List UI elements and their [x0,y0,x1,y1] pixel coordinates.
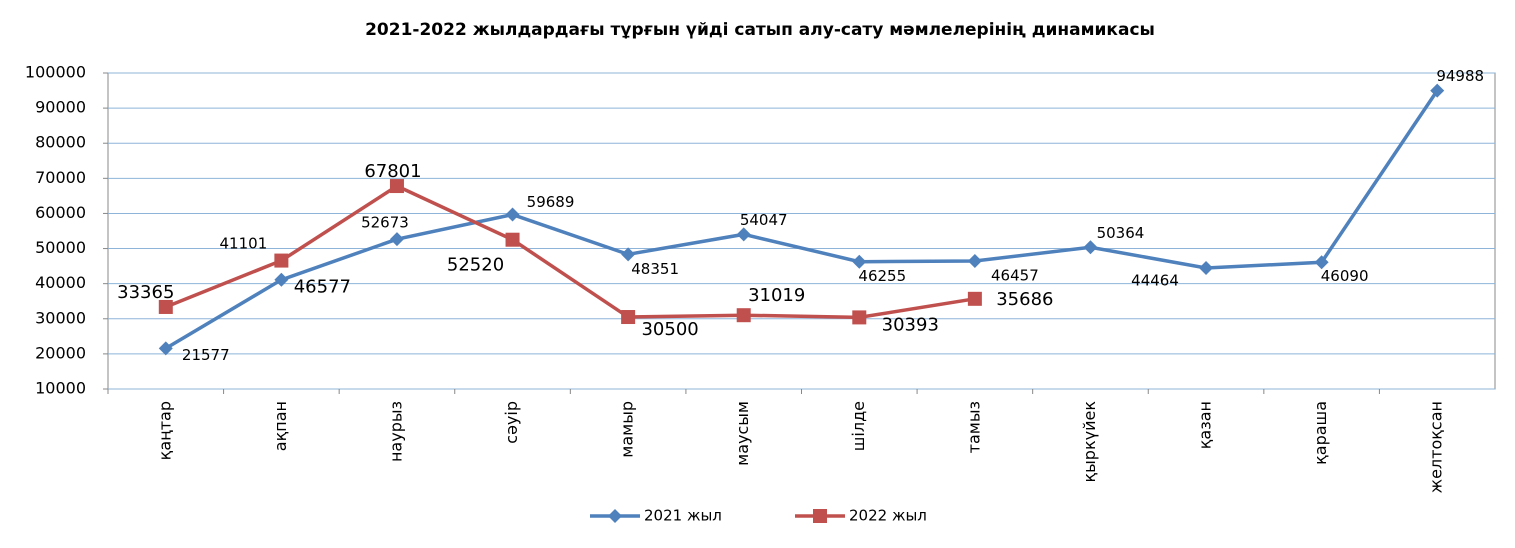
data-label: 46577 [294,277,351,298]
marker [505,207,520,222]
marker [1314,255,1329,270]
data-label: 46457 [991,266,1039,284]
legend-label: 2022 жыл [849,507,927,525]
y-tick-label: 100000 [25,63,86,82]
legend-marker [608,509,622,523]
marker [274,272,289,287]
data-label: 50364 [1097,224,1145,242]
legend-item: 2022 жыл [795,507,927,525]
data-label: 52673 [361,214,409,232]
marker [1430,83,1445,98]
x-tick-label: қаңтар [155,401,174,460]
x-tick-label: қараша [1311,401,1330,465]
marker [852,254,867,269]
data-label: 44464 [1131,271,1179,289]
x-tick-label: қыркүйек [1080,401,1099,483]
legend-marker [813,509,827,523]
data-label: 94988 [1436,67,1484,85]
y-tick-label: 10000 [35,379,86,398]
x-tick-label: желтоқсан [1427,401,1446,493]
marker [1083,240,1098,255]
data-label: 54047 [740,211,788,229]
data-label: 33365 [117,282,174,303]
y-tick-label: 40000 [35,273,86,292]
marker [736,227,751,242]
data-label: 21577 [182,346,230,364]
marker [967,291,982,306]
x-tick-label: ақпан [271,401,290,451]
data-label: 46090 [1321,267,1369,285]
marker [621,310,636,325]
x-tick-label: шілде [849,401,868,451]
y-tick-label: 30000 [35,308,86,327]
marker [158,299,173,314]
y-tick-label: 80000 [35,133,86,152]
x-tick-label: маусым [733,401,752,466]
marker [389,179,404,194]
x-tick-label: тамыз [964,401,983,453]
marker [158,341,173,356]
data-label: 59689 [527,193,575,211]
marker [736,308,751,323]
y-tick-label: 50000 [35,238,86,257]
data-label: 52520 [447,255,504,276]
x-tick-label: қазан [1196,401,1215,449]
series-line [165,184,976,320]
y-tick-label: 60000 [35,203,86,222]
legend-label: 2021 жыл [644,507,722,525]
marker [852,310,867,325]
y-tick-label: 90000 [35,98,86,117]
marker [505,232,520,247]
data-label: 46255 [858,267,906,285]
marker [967,253,982,268]
x-tick-label: наурыз [386,401,405,462]
marker [389,232,404,247]
legend-item: 2021 жыл [590,507,722,525]
plot-area [107,72,1496,390]
data-label: 35686 [996,289,1053,310]
data-label: 31019 [748,285,805,306]
marker [274,253,289,268]
data-label: 67801 [364,161,421,182]
y-tick-label: 20000 [35,343,86,362]
data-label: 41101 [220,234,268,252]
y-tick-label: 70000 [35,168,86,187]
x-tick-label: мамыр [618,401,637,458]
marker [621,247,636,262]
chart-title: 2021-2022 жылдардағы тұрғын үйді сатып а… [365,20,1155,40]
series-line [164,89,1439,350]
marker [1199,260,1214,275]
data-label: 48351 [631,260,679,278]
data-label: 30393 [882,314,939,335]
x-tick-label: сәуір [502,401,521,444]
data-label: 30500 [641,319,698,340]
